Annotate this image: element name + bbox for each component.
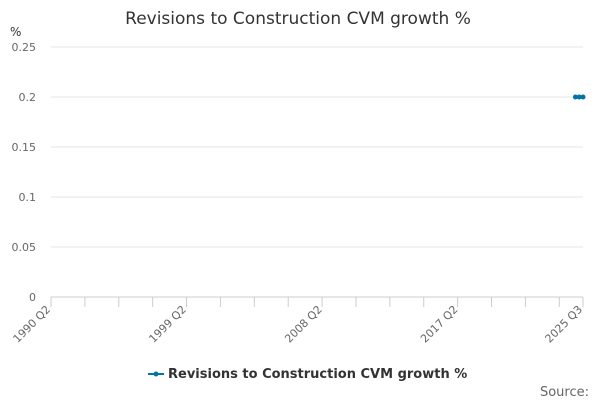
y-tick-label: 0.2 (19, 91, 37, 104)
x-tick-label: 2025 Q3 (543, 303, 586, 346)
data-point[interactable] (576, 94, 582, 100)
data-point[interactable] (580, 94, 586, 100)
y-axis-ticks: 0 0.05 0.1 0.15 0.2 0.25 (12, 41, 37, 304)
y-tick-label: 0.05 (12, 241, 37, 254)
chart-title: Revisions to Construction CVM growth % (125, 9, 471, 29)
source-label[interactable]: Source: (540, 385, 589, 400)
x-tick-label: 2017 Q2 (418, 303, 461, 346)
grid-lines (51, 46, 583, 248)
legend-marker-swatch (153, 371, 159, 377)
legend[interactable]: Revisions to Construction CVM growth % (148, 367, 467, 382)
x-tick-label: 1999 Q2 (146, 303, 189, 346)
x-tick-label: 2008 Q2 (282, 303, 325, 346)
y-tick-label: 0 (29, 291, 36, 304)
data-point[interactable] (572, 94, 578, 100)
x-axis-tick-labels: 1990 Q2 1999 Q2 2008 Q2 2017 Q2 2025 Q3 (11, 303, 586, 346)
plot-area (572, 94, 586, 100)
y-tick-label: 0.1 (19, 191, 37, 204)
x-tick-label: 1990 Q2 (11, 303, 54, 346)
y-tick-label: 0.25 (12, 41, 37, 54)
y-tick-label: 0.15 (12, 141, 37, 154)
x-axis (50, 296, 584, 307)
y-axis-unit: % (10, 25, 21, 39)
legend-entry-label: Revisions to Construction CVM growth % (168, 367, 467, 382)
